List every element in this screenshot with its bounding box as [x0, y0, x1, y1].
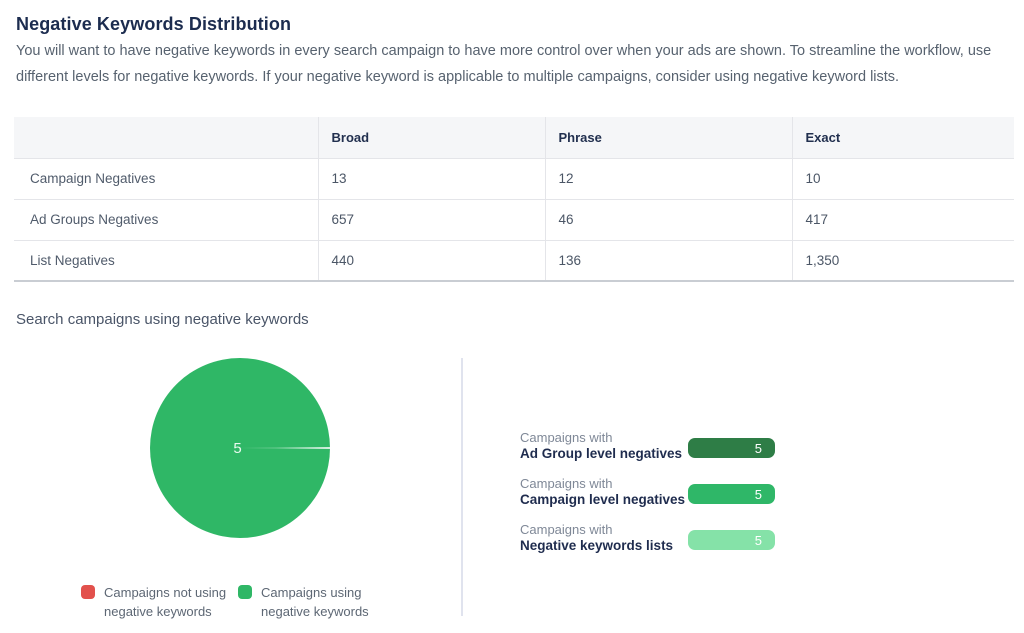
cell-value: 1,350 [791, 239, 1014, 281]
row-label: Ad Groups Negatives [14, 198, 318, 240]
table-row-campaign-negatives: Campaign Negatives 13 12 10 [14, 157, 1014, 199]
bar-prefix: Campaigns with [520, 522, 613, 537]
vertical-divider [461, 358, 463, 616]
bar-label: Ad Group level negatives [520, 446, 683, 461]
column-header-broad: Broad [317, 117, 545, 158]
bar-ad-group-negatives: 5 [688, 438, 775, 458]
bar-campaign-negatives: 5 [688, 484, 775, 504]
bar-value: 5 [754, 440, 762, 456]
bar-negative-keyword-lists: 5 [688, 530, 775, 550]
cell-value: 417 [791, 198, 1014, 240]
column-header-phrase: Phrase [544, 117, 792, 158]
bar-value: 5 [754, 486, 762, 502]
cell-value: 12 [544, 157, 792, 199]
bar-group-campaign-negatives: Campaigns with Campaign level negatives … [520, 476, 1010, 516]
bar-group-negative-keyword-lists: Campaigns with Negative keywords lists 5 [520, 522, 1010, 562]
negatives-table: Broad Phrase Exact Campaign Negatives 13… [14, 117, 1014, 282]
chart-section-title: Search campaigns using negative keywords [16, 311, 309, 328]
page-description: You will want to have negative keywords … [16, 43, 992, 85]
legend-item-not-using: Campaigns not using negative keywords [81, 583, 226, 621]
cell-value: 46 [544, 198, 792, 240]
bar-group-ad-group-negatives: Campaigns with Ad Group level negatives … [520, 430, 1010, 470]
pie-slice-boundary [240, 447, 330, 449]
cell-value: 10 [791, 157, 1014, 199]
pie-chart: 5 [150, 358, 330, 538]
legend-item-using: Campaigns using negative keywords [238, 583, 369, 621]
legend-label: Campaigns using negative keywords [261, 585, 369, 619]
table-header-row: Broad Phrase Exact [14, 117, 1014, 158]
legend-label: Campaigns not using negative keywords [104, 585, 227, 619]
bar-label: Negative keywords lists [520, 538, 674, 553]
table-row-list-negatives: List Negatives 440 136 1,350 [14, 239, 1014, 281]
row-label: Campaign Negatives [14, 157, 318, 199]
page-title: Negative Keywords Distribution [16, 14, 292, 34]
table-row-ad-groups-negatives: Ad Groups Negatives 657 46 417 [14, 198, 1014, 240]
legend-swatch-green [238, 585, 252, 599]
cell-value: 13 [317, 157, 545, 199]
cell-value: 440 [317, 239, 545, 281]
cell-value: 136 [544, 239, 792, 281]
negatives-table-container: Broad Phrase Exact Campaign Negatives 13… [14, 117, 1014, 282]
bar-prefix: Campaigns with [520, 476, 613, 491]
legend-swatch-red [81, 585, 95, 599]
bar-prefix: Campaigns with [520, 430, 613, 445]
column-header-exact: Exact [791, 117, 1014, 158]
row-label: List Negatives [14, 239, 318, 281]
bar-label: Campaign level negatives [520, 492, 686, 507]
table-corner-cell [14, 117, 318, 158]
bar-value: 5 [754, 532, 762, 548]
pie-center-value: 5 [233, 439, 242, 457]
cell-value: 657 [317, 198, 545, 240]
